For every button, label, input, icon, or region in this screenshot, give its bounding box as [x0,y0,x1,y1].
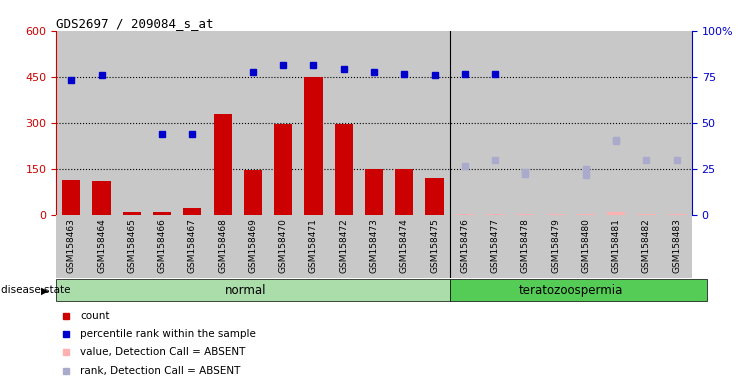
Bar [244,170,262,215]
Text: count: count [80,311,110,321]
Text: GSM158479: GSM158479 [551,218,560,273]
Bar [62,180,80,215]
Bar [450,31,480,215]
Bar [298,31,328,215]
Text: GSM158470: GSM158470 [279,218,288,273]
Bar [607,212,625,215]
Text: GSM158472: GSM158472 [340,218,349,273]
Bar [177,215,207,278]
Bar [541,215,571,278]
Bar [571,215,601,278]
Bar [601,215,631,278]
Text: GSM158466: GSM158466 [158,218,167,273]
Bar [177,31,207,215]
Bar [117,215,147,278]
Bar [359,31,389,215]
Bar [365,169,383,215]
Bar [274,124,292,215]
Bar [86,31,117,215]
Bar [662,31,692,215]
Text: GSM158473: GSM158473 [370,218,378,273]
Bar [207,31,238,215]
Bar [359,215,389,278]
Bar [238,31,268,215]
Bar [601,31,631,215]
Bar [298,215,328,278]
Bar [426,178,444,215]
Text: GSM158464: GSM158464 [97,218,106,273]
Bar [207,215,238,278]
Text: GSM158482: GSM158482 [642,218,651,273]
Bar [637,214,655,215]
Bar [268,31,298,215]
Text: GSM158477: GSM158477 [491,218,500,273]
Bar [56,215,86,278]
Text: GSM158468: GSM158468 [218,218,227,273]
Bar [516,214,535,215]
Bar [93,181,111,215]
Bar [395,169,414,215]
Bar [541,31,571,215]
Bar [304,77,322,215]
Text: GSM158480: GSM158480 [581,218,590,273]
Text: GSM158478: GSM158478 [521,218,530,273]
Bar [328,31,359,215]
Bar [56,279,450,301]
Bar [420,31,450,215]
Bar [268,215,298,278]
Bar [510,31,541,215]
Text: GDS2697 / 209084_s_at: GDS2697 / 209084_s_at [56,17,214,30]
Text: teratozoospermia: teratozoospermia [518,284,623,297]
Bar [571,31,601,215]
Text: GSM158465: GSM158465 [127,218,136,273]
Bar [238,215,268,278]
Bar [486,214,504,215]
Text: GSM158483: GSM158483 [672,218,681,273]
Bar [56,31,86,215]
Bar [631,215,662,278]
Text: GSM158463: GSM158463 [67,218,76,273]
Text: GSM158476: GSM158476 [460,218,469,273]
Text: normal: normal [224,284,266,297]
Bar [86,215,117,278]
Bar [153,212,171,215]
Text: disease state: disease state [1,285,70,295]
Bar [577,214,595,215]
Bar [547,214,565,215]
Bar [631,31,662,215]
Text: value, Detection Call = ABSENT: value, Detection Call = ABSENT [80,348,245,358]
Bar [334,124,353,215]
Bar [147,31,177,215]
Bar [328,215,359,278]
Text: GSM158469: GSM158469 [248,218,257,273]
Text: percentile rank within the sample: percentile rank within the sample [80,329,256,339]
Bar [450,215,480,278]
Bar [420,215,450,278]
Text: rank, Detection Call = ABSENT: rank, Detection Call = ABSENT [80,366,241,376]
Bar [480,215,510,278]
Bar [123,212,141,215]
Bar [389,215,420,278]
Bar [389,31,420,215]
Text: GSM158467: GSM158467 [188,218,197,273]
Bar [213,114,232,215]
Bar [450,279,707,301]
Text: GSM158481: GSM158481 [612,218,621,273]
Bar [662,215,692,278]
Text: GSM158474: GSM158474 [399,218,408,273]
Bar [147,215,177,278]
Text: GSM158471: GSM158471 [309,218,318,273]
Text: ▶: ▶ [41,285,49,295]
Text: GSM158475: GSM158475 [430,218,439,273]
Bar [480,31,510,215]
Bar [510,215,541,278]
Bar [117,31,147,215]
Bar [183,208,201,215]
Bar [456,214,474,215]
Bar [668,214,686,215]
